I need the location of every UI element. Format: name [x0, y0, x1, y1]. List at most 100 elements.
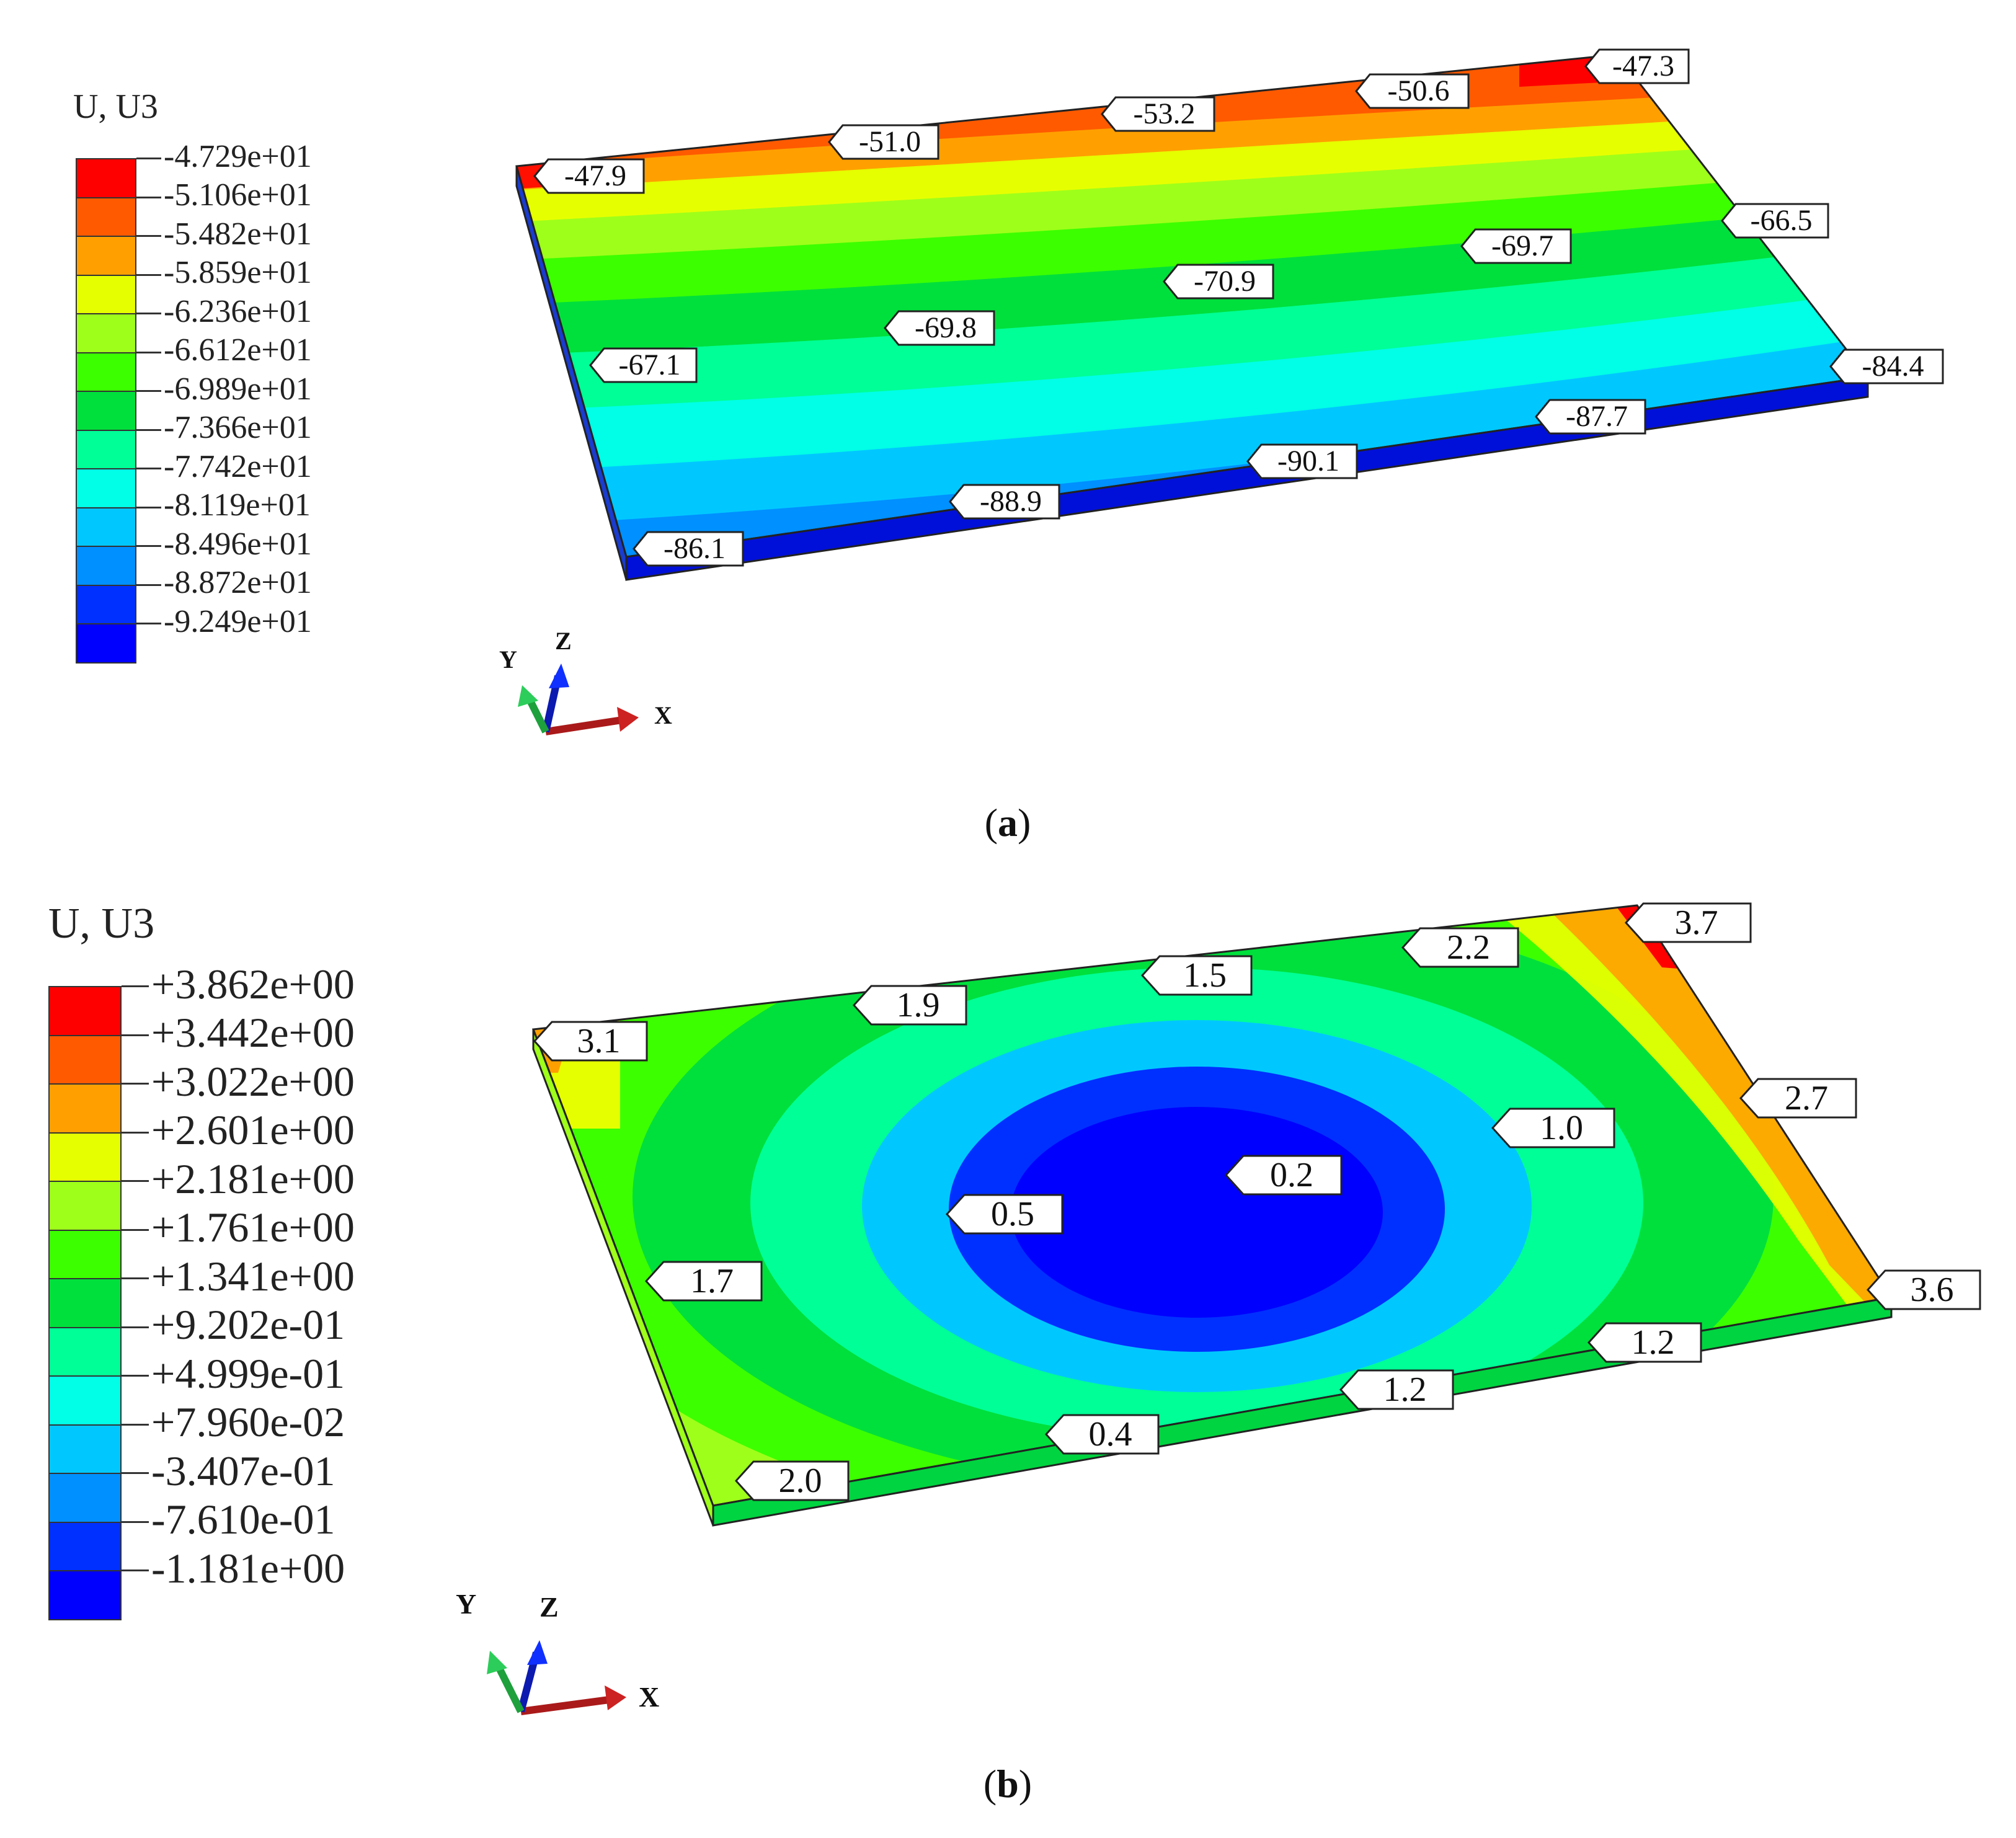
callout-frame — [1535, 399, 1646, 435]
legend-swatch — [48, 1375, 122, 1426]
legend-value: -6.236e+01 — [164, 293, 312, 329]
legend-tick — [136, 273, 161, 276]
callout-frame — [1739, 1078, 1857, 1119]
legend-tick — [122, 1375, 149, 1377]
callout-value: -67.1 — [618, 349, 681, 382]
triad-a-axes — [518, 664, 639, 735]
callout-value: 2.7 — [1785, 1078, 1828, 1117]
callout-value: 0.2 — [1270, 1155, 1313, 1194]
legend-swatch — [48, 1034, 122, 1085]
callout-frame — [1355, 73, 1470, 109]
callout-value: 3.1 — [577, 1021, 621, 1060]
value-callout: 1.5 — [1141, 955, 1253, 996]
callout-frame — [633, 531, 744, 567]
legend-value: +3.862e+00 — [151, 960, 355, 1008]
value-callout: -87.7 — [1535, 399, 1646, 435]
value-callout: 1.0 — [1491, 1108, 1615, 1148]
callout-frame — [533, 158, 645, 194]
callout-frame — [1246, 443, 1358, 479]
callout-frame — [1163, 264, 1274, 300]
callout-frame — [645, 1261, 763, 1302]
legend-value: -7.366e+01 — [164, 410, 312, 446]
legend-tick — [136, 545, 161, 547]
value-callout: 2.0 — [735, 1460, 850, 1501]
caption-b: (b) — [983, 1762, 1032, 1806]
callout-value: 2.0 — [778, 1461, 822, 1500]
callout-frame — [1584, 48, 1690, 84]
value-callout: 0.2 — [1225, 1155, 1343, 1196]
legend-tick — [122, 1180, 149, 1182]
legend-tick — [136, 158, 161, 159]
legend-tick — [136, 196, 161, 198]
callout-value: 3.6 — [1910, 1270, 1954, 1309]
legend-tick — [136, 235, 161, 237]
value-callout: -50.6 — [1355, 73, 1470, 109]
callout-value: 2.2 — [1447, 928, 1490, 967]
legend-swatch — [76, 468, 136, 508]
legend-swatch — [76, 507, 136, 547]
legend-swatch — [76, 352, 136, 392]
callout-frame — [1225, 1155, 1343, 1196]
triad-a-z-label: Z — [555, 627, 572, 655]
callout-frame — [1867, 1269, 1981, 1310]
legend-swatch — [48, 986, 122, 1036]
value-callout: -84.4 — [1829, 349, 1944, 384]
value-callout: 2.7 — [1739, 1078, 1857, 1119]
callout-value: -50.6 — [1387, 74, 1450, 108]
value-callout: -66.5 — [1721, 203, 1829, 239]
legend-swatch — [76, 623, 136, 664]
legend-tick — [122, 1326, 149, 1328]
value-callout: -90.1 — [1246, 443, 1358, 479]
value-callout: 3.6 — [1867, 1269, 1981, 1310]
legend-tick — [136, 468, 161, 469]
legend-swatch — [48, 1424, 122, 1474]
legend-value: -5.106e+01 — [164, 177, 312, 213]
value-callout: -86.1 — [633, 531, 744, 567]
callout-value: 1.0 — [1540, 1108, 1583, 1147]
callout-value: -87.7 — [1566, 400, 1628, 433]
callout-value: -53.2 — [1133, 97, 1196, 131]
callout-frame — [1721, 203, 1829, 239]
legend-tick — [122, 1228, 149, 1231]
legend-value: -3.407e-01 — [151, 1447, 335, 1494]
triad-a-y-label: Y — [499, 646, 517, 673]
legend-value: -1.181e+00 — [151, 1544, 345, 1592]
legend-value: -4.729e+01 — [164, 138, 312, 174]
legend-swatch — [48, 1326, 122, 1377]
callout-value: -86.1 — [664, 532, 726, 566]
legend-value: +1.341e+00 — [151, 1252, 355, 1300]
triad-b-z-label: Z — [540, 1591, 559, 1623]
callout-frame — [1587, 1322, 1702, 1363]
callout-frame — [1141, 955, 1253, 996]
callout-value: 1.7 — [690, 1261, 734, 1300]
value-callout: 3.7 — [1625, 902, 1752, 943]
legend-value: -9.249e+01 — [164, 603, 312, 639]
value-callout: -69.7 — [1460, 228, 1572, 264]
value-callout: -67.1 — [589, 347, 698, 383]
callout-value: 1.5 — [1183, 956, 1227, 995]
legend-value: -6.989e+01 — [164, 371, 312, 407]
value-callout: 3.1 — [533, 1021, 648, 1062]
legend-swatch — [76, 429, 136, 469]
callout-value: 1.2 — [1631, 1323, 1675, 1362]
callout-value: -47.3 — [1612, 50, 1674, 83]
legend-tick — [136, 313, 161, 314]
callout-frame — [589, 347, 698, 383]
legend-value: -8.119e+01 — [164, 487, 311, 523]
triad-a-x-label: X — [654, 701, 672, 729]
legend-tick — [136, 506, 161, 508]
callout-frame — [1625, 902, 1752, 943]
callout-frame — [533, 1021, 648, 1062]
callout-value: -51.0 — [859, 125, 921, 159]
callout-frame — [949, 484, 1060, 520]
value-callout: 1.2 — [1339, 1369, 1454, 1410]
callout-frame — [853, 985, 967, 1026]
legend-value: -6.612e+01 — [164, 332, 312, 368]
callout-value: -88.9 — [980, 485, 1042, 518]
callout-value: 3.7 — [1674, 903, 1718, 942]
legend-value: -8.496e+01 — [164, 526, 312, 562]
callout-value: 1.2 — [1383, 1370, 1427, 1409]
legend-swatch — [48, 1473, 122, 1523]
callout-value: 0.5 — [991, 1194, 1034, 1233]
legend-value: +7.960e-02 — [151, 1398, 345, 1446]
